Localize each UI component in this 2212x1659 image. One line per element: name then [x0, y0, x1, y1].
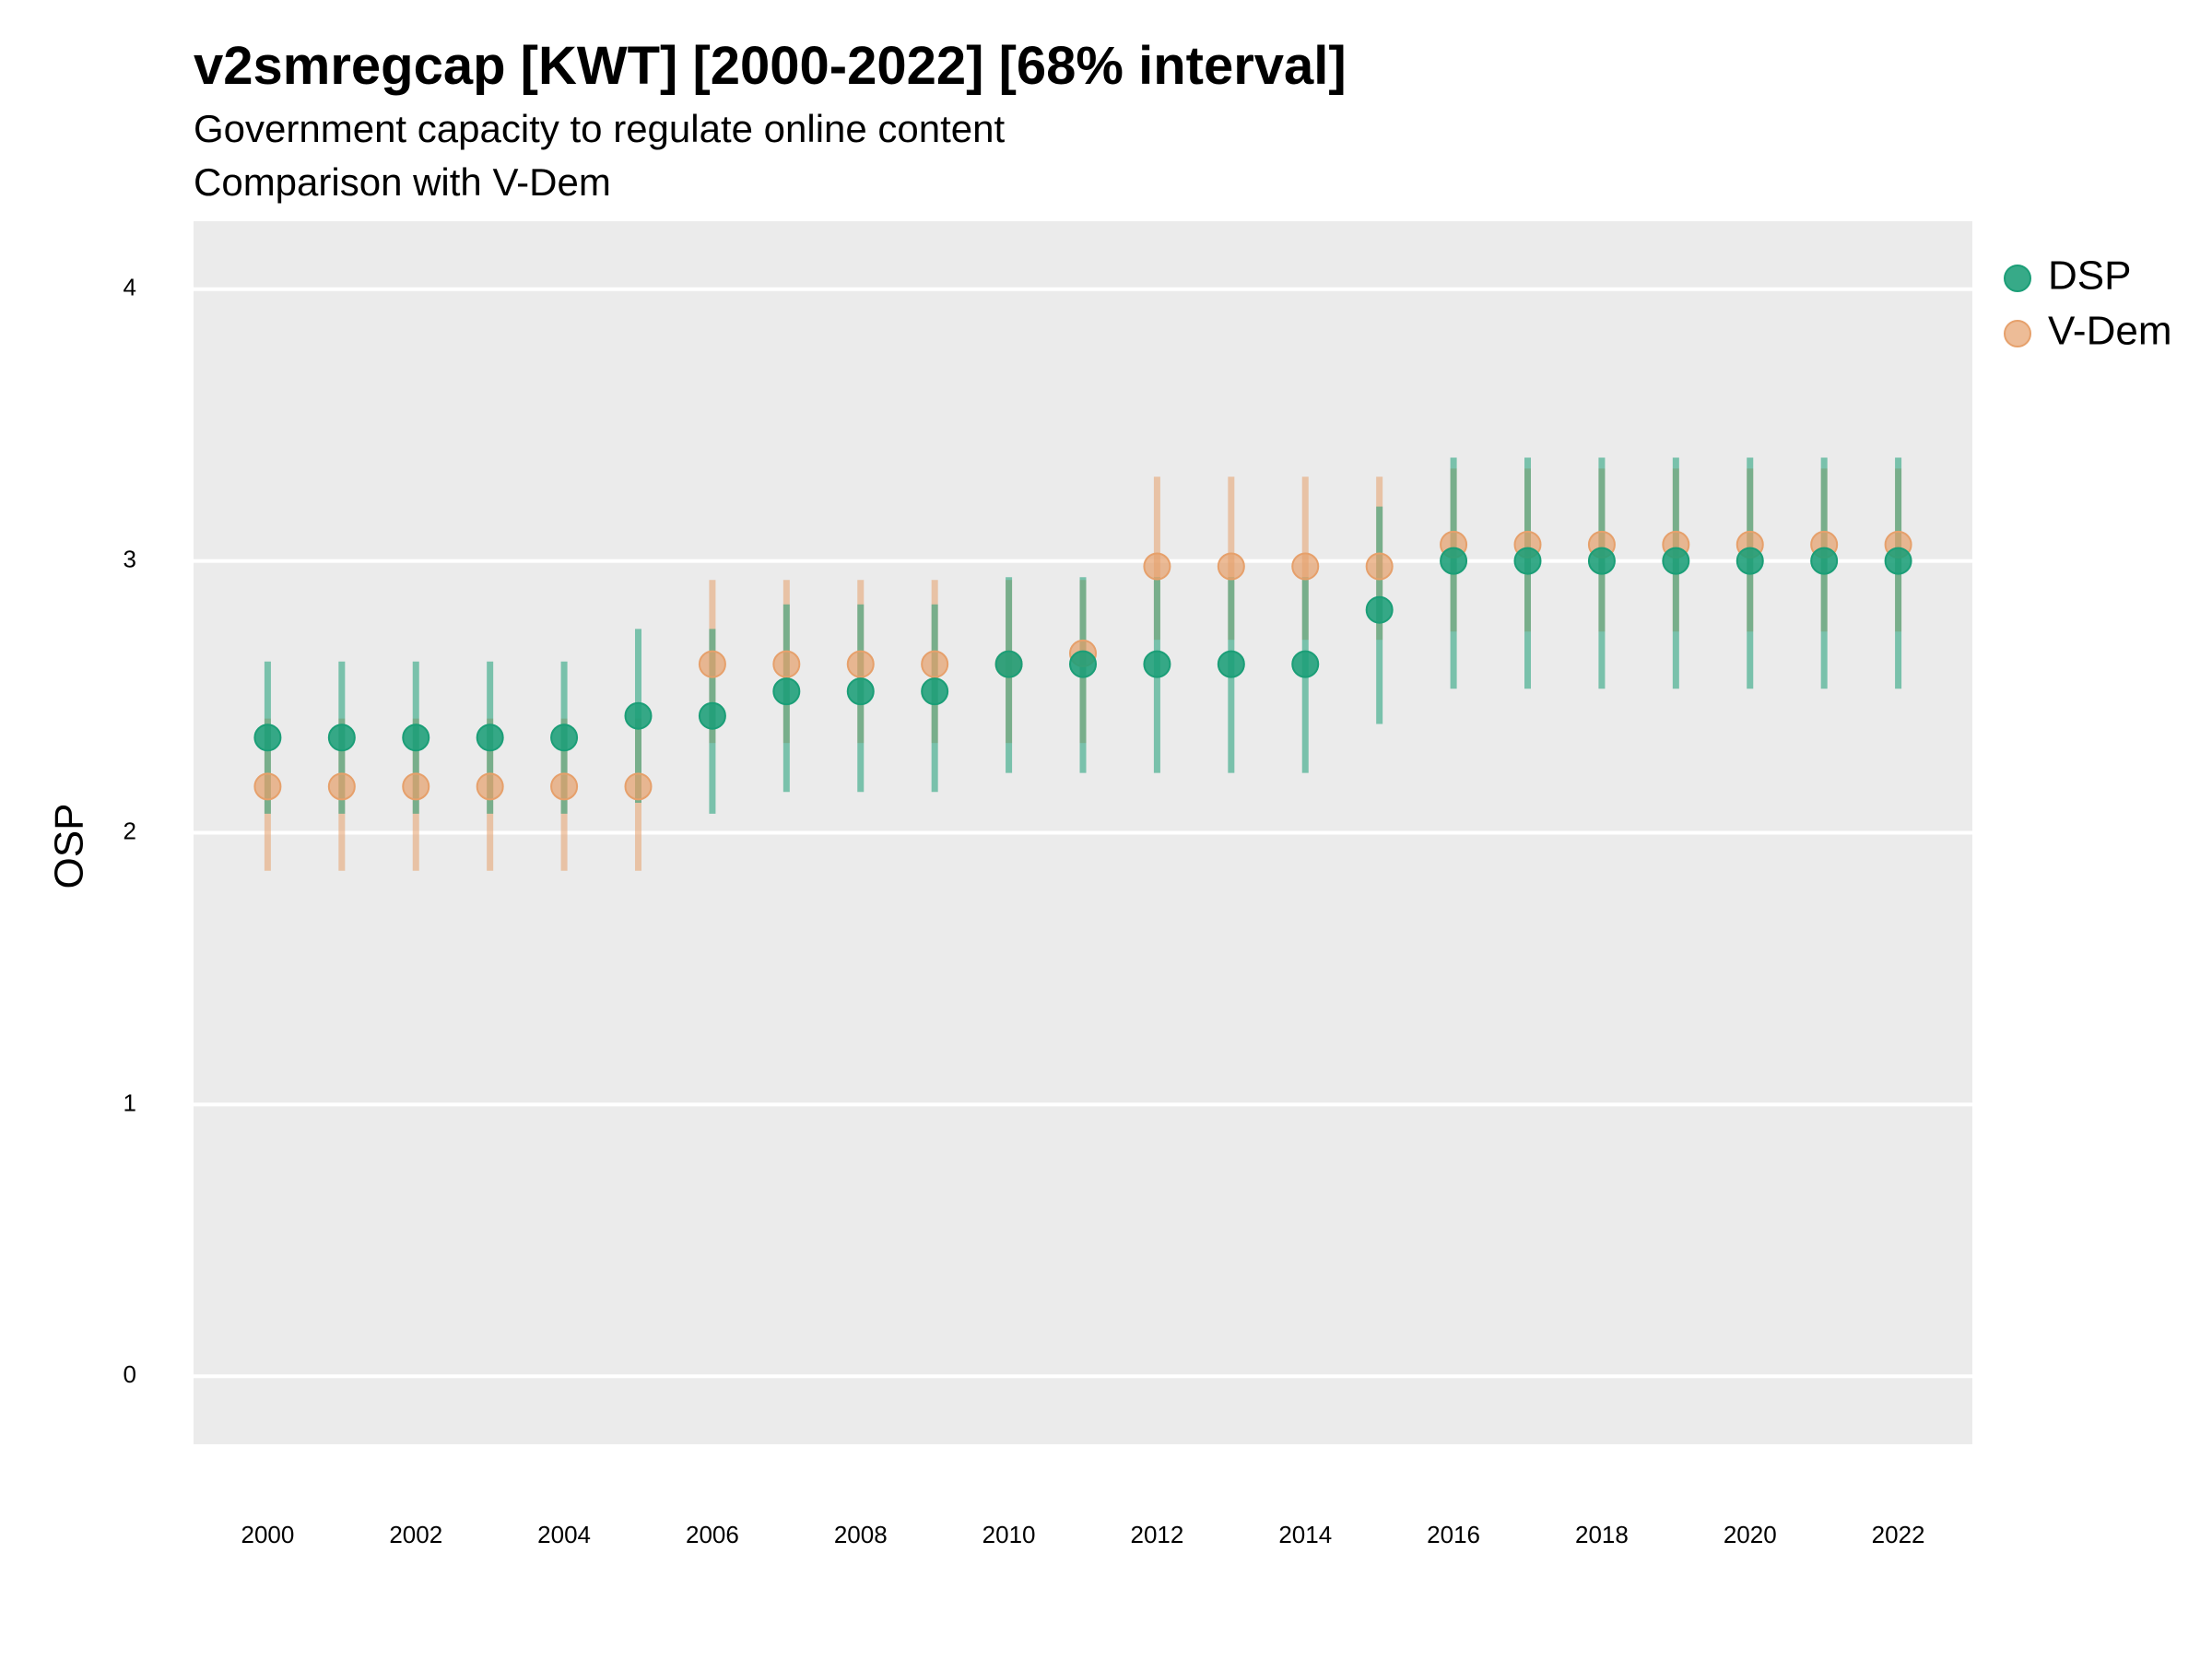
point-v-dem-2001 — [327, 772, 356, 801]
y-tick-label-0: 0 — [124, 1360, 136, 1388]
x-tick-label-2006: 2006 — [686, 1521, 739, 1548]
point-v-dem-2013 — [1217, 552, 1245, 581]
point-v-dem-2015 — [1365, 552, 1394, 581]
point-dsp-2010 — [994, 650, 1023, 678]
point-dsp-2011 — [1069, 650, 1097, 678]
point-dsp-2003 — [476, 724, 504, 752]
x-tick-label-2016: 2016 — [1427, 1521, 1480, 1548]
point-v-dem-2005 — [624, 772, 653, 801]
point-dsp-2022 — [1884, 547, 1912, 575]
point-dsp-2019 — [1662, 547, 1690, 575]
point-dsp-2004 — [550, 724, 579, 752]
x-tick-label-2004: 2004 — [537, 1521, 591, 1548]
chart-title: v2smregcap [KWT] [2000-2022] [68% interv… — [194, 36, 1347, 96]
point-dsp-2017 — [1513, 547, 1542, 575]
point-dsp-2016 — [1440, 547, 1468, 575]
point-dsp-2007 — [772, 677, 801, 706]
x-tick-label-2020: 2020 — [1724, 1521, 1777, 1548]
point-dsp-2021 — [1810, 547, 1839, 575]
point-v-dem-2009 — [921, 650, 949, 678]
point-dsp-2020 — [1735, 547, 1764, 575]
point-dsp-2015 — [1365, 595, 1394, 624]
point-dsp-2013 — [1217, 650, 1245, 678]
x-tick-label-2014: 2014 — [1278, 1521, 1332, 1548]
legend-key-dsp — [2004, 265, 2031, 292]
point-v-dem-2004 — [550, 772, 579, 801]
point-dsp-2012 — [1143, 650, 1171, 678]
point-v-dem-2000 — [253, 772, 282, 801]
x-tick-label-2012: 2012 — [1130, 1521, 1183, 1548]
point-v-dem-2003 — [476, 772, 504, 801]
point-dsp-2006 — [698, 701, 726, 730]
y-axis-label: OSP — [47, 804, 92, 889]
x-tick-label-2010: 2010 — [982, 1521, 1036, 1548]
legend-label-v-dem: V-Dem — [2048, 309, 2171, 354]
point-v-dem-2008 — [846, 650, 875, 678]
point-v-dem-2006 — [698, 650, 726, 678]
x-tick-label-2002: 2002 — [389, 1521, 442, 1548]
x-tick-label-2000: 2000 — [241, 1521, 294, 1548]
legend-label-dsp: DSP — [2048, 253, 2131, 299]
point-dsp-2000 — [253, 724, 282, 752]
y-tick-label-1: 1 — [124, 1088, 136, 1116]
y-tick-label-4: 4 — [124, 274, 136, 301]
x-tick-label-2022: 2022 — [1872, 1521, 1925, 1548]
x-tick-label-2008: 2008 — [834, 1521, 888, 1548]
x-tick-label-2018: 2018 — [1575, 1521, 1629, 1548]
point-dsp-2008 — [846, 677, 875, 706]
point-dsp-2014 — [1291, 650, 1320, 678]
point-dsp-2002 — [402, 724, 430, 752]
point-v-dem-2014 — [1291, 552, 1320, 581]
point-dsp-2009 — [921, 677, 949, 706]
chart-subtitle: Government capacity to regulate online c… — [194, 107, 1006, 150]
point-dsp-2005 — [624, 701, 653, 730]
point-v-dem-2007 — [772, 650, 801, 678]
point-dsp-2001 — [327, 724, 356, 752]
point-v-dem-2002 — [402, 772, 430, 801]
legend-key-v-dem — [2004, 320, 2031, 347]
y-tick-label-2: 2 — [124, 817, 136, 844]
point-dsp-2018 — [1587, 547, 1616, 575]
chart-subtitle-2: Comparison with V-Dem — [194, 160, 611, 204]
y-tick-label-3: 3 — [124, 545, 136, 572]
point-v-dem-2012 — [1143, 552, 1171, 581]
legend: DSP V-Dem — [2004, 253, 2171, 354]
